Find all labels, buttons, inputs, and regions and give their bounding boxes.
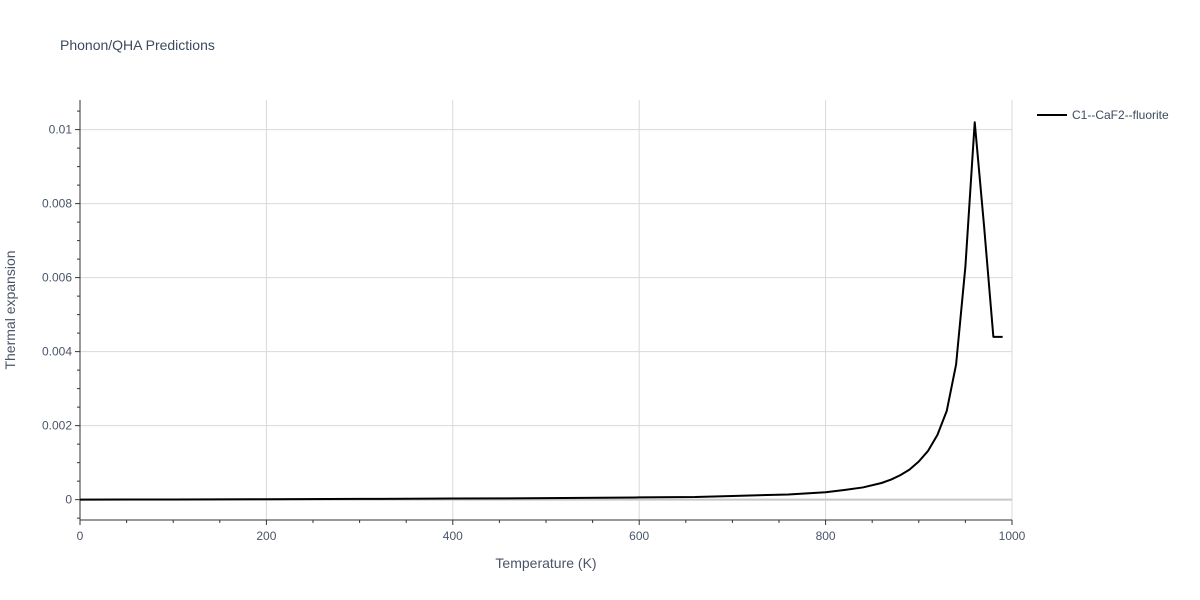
y-tick-label: 0.006 bbox=[42, 271, 72, 285]
x-tick-label: 600 bbox=[629, 529, 649, 543]
series-line-0 bbox=[79, 121, 1003, 501]
axes: 0 200 400 600 800 1000 0 0.002 0.004 0.006 0.008 0.… bbox=[42, 100, 1026, 543]
x-tick-label: 1000 bbox=[999, 529, 1026, 543]
x-axis-label: Temperature (K) bbox=[495, 555, 596, 571]
legend[interactable]: C1--CaF2--fluorite bbox=[1037, 108, 1169, 122]
x-tick-label: 400 bbox=[443, 529, 463, 543]
series-layer bbox=[79, 121, 1003, 501]
y-tick-label: 0.01 bbox=[49, 123, 73, 137]
y-tick-label: 0.008 bbox=[42, 197, 72, 211]
x-tick-label: 0 bbox=[77, 529, 84, 543]
y-tick-label: 0 bbox=[65, 493, 72, 507]
y-tick-label: 0.002 bbox=[42, 419, 72, 433]
x-tick-label: 200 bbox=[256, 529, 276, 543]
legend-label: C1--CaF2--fluorite bbox=[1072, 108, 1169, 122]
y-axis-label: Thermal expansion bbox=[2, 250, 18, 369]
legend-item[interactable]: C1--CaF2--fluorite bbox=[1037, 108, 1169, 122]
x-tick-label: 800 bbox=[816, 529, 836, 543]
y-tick-label: 0.004 bbox=[42, 345, 72, 359]
chart-title: Phonon/QHA Predictions bbox=[60, 37, 215, 53]
grid bbox=[80, 100, 1013, 520]
